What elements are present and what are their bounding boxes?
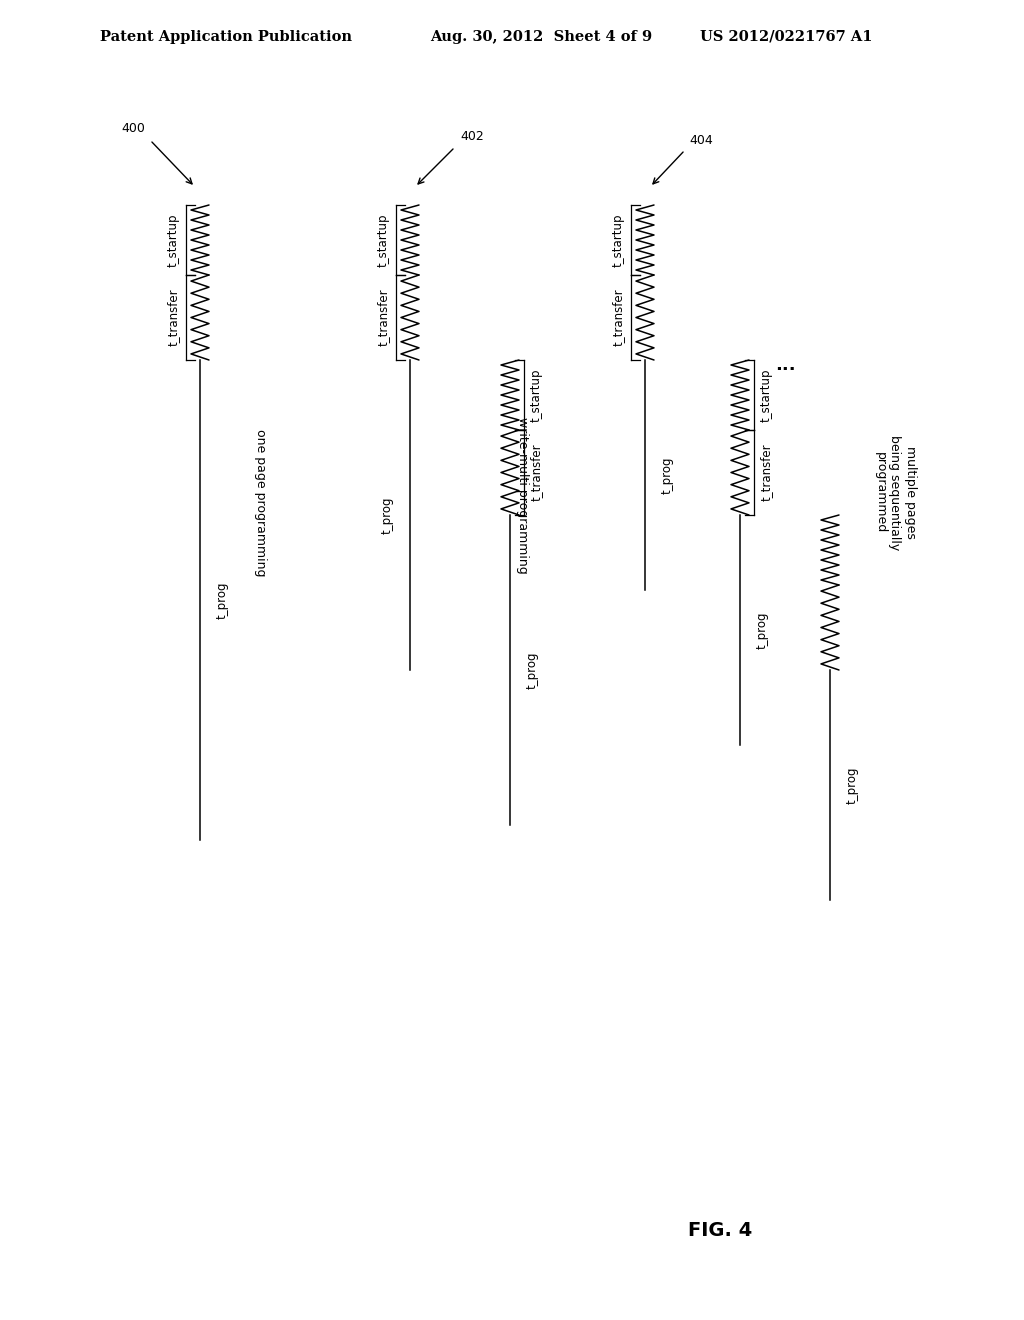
Text: t_transfer: t_transfer: [167, 289, 180, 346]
Text: t_startup: t_startup: [167, 214, 180, 267]
Text: t_transfer: t_transfer: [760, 444, 773, 502]
Text: Patent Application Publication: Patent Application Publication: [100, 30, 352, 44]
Text: t_startup: t_startup: [377, 214, 390, 267]
Text: FIG. 4: FIG. 4: [688, 1221, 752, 1239]
Text: 402: 402: [460, 129, 483, 143]
Text: multiple pages
being sequentially
programmed: multiple pages being sequentially progra…: [873, 434, 916, 550]
Text: t_prog: t_prog: [381, 496, 394, 533]
Text: t_transfer: t_transfer: [612, 289, 625, 346]
Text: t_prog: t_prog: [846, 766, 859, 804]
Text: t_startup: t_startup: [760, 368, 773, 422]
Text: ...: ...: [775, 356, 796, 374]
Text: t_prog: t_prog: [526, 651, 539, 689]
Text: one page programming: one page programming: [254, 429, 266, 577]
Text: t_transfer: t_transfer: [377, 289, 390, 346]
Text: 400: 400: [121, 121, 145, 135]
Text: 404: 404: [689, 135, 713, 147]
Text: t_startup: t_startup: [612, 214, 625, 267]
Text: write-multi programming: write-multi programming: [515, 417, 528, 573]
Text: t_transfer: t_transfer: [530, 444, 543, 502]
Text: t_startup: t_startup: [530, 368, 543, 422]
Text: t_prog: t_prog: [216, 581, 229, 619]
Text: Aug. 30, 2012  Sheet 4 of 9: Aug. 30, 2012 Sheet 4 of 9: [430, 30, 652, 44]
Text: US 2012/0221767 A1: US 2012/0221767 A1: [700, 30, 872, 44]
Text: t_prog: t_prog: [756, 611, 769, 648]
Text: t_prog: t_prog: [662, 457, 674, 494]
